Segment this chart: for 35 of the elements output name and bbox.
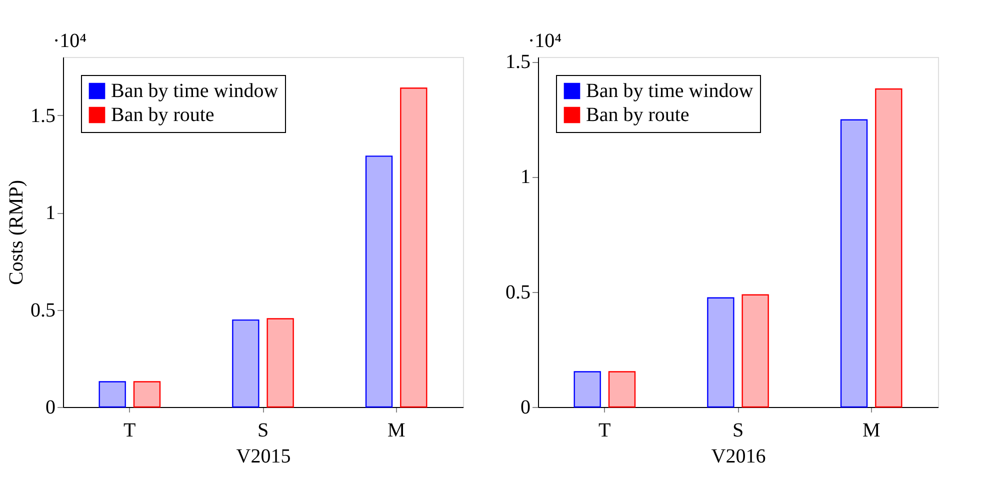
bar <box>98 381 126 408</box>
bar <box>133 381 161 408</box>
x-tick-label: M <box>862 420 880 442</box>
legend-label: Ban by time window <box>586 80 754 102</box>
y-tick-label: 1.5 <box>506 51 530 74</box>
y-tick-label: 1.5 <box>30 104 56 127</box>
bar <box>608 371 636 408</box>
bar <box>840 119 868 408</box>
x-axis-title: V2016 <box>711 446 766 468</box>
legend-label: Ban by route <box>586 104 690 126</box>
y-tick-label: 0 <box>46 396 56 418</box>
bar <box>875 88 902 408</box>
legend-label: Ban by route <box>111 104 214 126</box>
bar <box>574 371 601 408</box>
bar <box>742 294 769 408</box>
y-axis-title: Costs (RMP) <box>6 180 28 286</box>
bar <box>400 88 428 408</box>
bar <box>707 297 734 408</box>
bar <box>266 318 294 408</box>
y-tick-label: 0.5 <box>506 281 530 304</box>
x-tick-label: T <box>124 420 136 442</box>
x-tick-label: S <box>732 420 744 442</box>
text: ·10⁴ <box>53 30 87 52</box>
text: ·10⁴ <box>528 30 562 52</box>
y-tick-label: 1 <box>520 166 530 188</box>
x-tick-label: M <box>387 420 406 442</box>
bar <box>232 319 260 408</box>
x-tick-label: S <box>257 420 269 442</box>
legend-label: Ban by time window <box>111 80 279 102</box>
y-tick-label: 0 <box>520 396 530 418</box>
x-tick-label: T <box>598 420 611 442</box>
x-axis-title: V2015 <box>236 446 291 468</box>
y-tick-label: 0.5 <box>30 299 56 322</box>
y-tick-label: 1 <box>46 202 56 224</box>
bar <box>365 156 393 408</box>
